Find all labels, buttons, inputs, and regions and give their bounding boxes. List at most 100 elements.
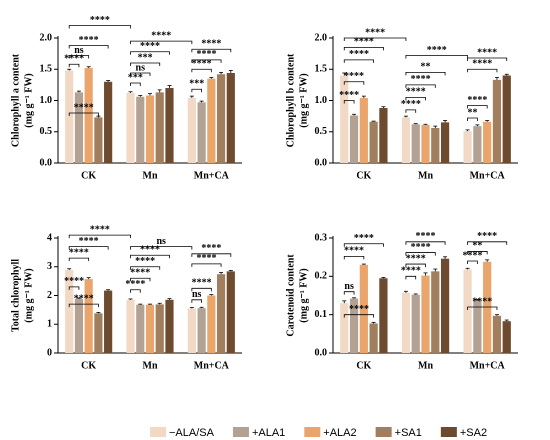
- significance-label: ****: [90, 15, 110, 26]
- bar: [155, 304, 164, 353]
- x-tick-label: Mn: [418, 170, 433, 181]
- significance-label: ns: [74, 45, 84, 56]
- y-axis-label: Total chlorophyll: [10, 259, 21, 332]
- significance-label: ****: [416, 231, 436, 242]
- bar: [340, 75, 349, 163]
- significance-label: ****: [411, 74, 431, 85]
- bar: [84, 279, 93, 353]
- y-tick-label: 4: [47, 232, 52, 243]
- significance-bracket: [68, 63, 80, 68]
- bar: [379, 108, 388, 163]
- significance-label: ****: [64, 54, 84, 65]
- bar: [145, 304, 155, 353]
- bar: [65, 269, 74, 353]
- significance-label: ****: [69, 247, 89, 258]
- bar: [359, 264, 368, 353]
- significance-bracket: [405, 96, 426, 101]
- significance-bracket: [467, 105, 488, 109]
- significance-label: ****: [64, 276, 84, 287]
- x-tick-label: Mn: [418, 360, 433, 371]
- significance-label: ns: [344, 281, 354, 292]
- bar: [207, 295, 216, 353]
- bar: [349, 115, 359, 163]
- legend-label: +ALA1: [252, 427, 285, 439]
- significance-bracket: [405, 109, 417, 113]
- x-tick-label: CK: [356, 170, 371, 181]
- legend-swatch: [375, 427, 392, 437]
- bar: [136, 304, 145, 353]
- bar: [74, 92, 84, 163]
- significance-bracket: [343, 81, 365, 85]
- y-axis-label: (mg g⁻¹ FW): [298, 73, 309, 127]
- significance-bracket: [343, 59, 375, 63]
- bar: [463, 131, 472, 163]
- significance-bracket: [343, 243, 384, 247]
- significance-bracket: [191, 299, 202, 303]
- bar: [473, 300, 482, 353]
- significance-label: ****: [196, 253, 216, 264]
- y-tick-label: 3: [47, 261, 52, 272]
- significance-label: ****: [401, 99, 421, 110]
- bar: [197, 102, 206, 163]
- bar: [369, 121, 378, 163]
- significance-label: ****: [135, 256, 155, 267]
- bar: [463, 269, 472, 353]
- significance-label: ****: [401, 266, 421, 277]
- bar: [94, 313, 103, 353]
- significance-label: ns: [192, 289, 202, 300]
- significance-label: ****: [427, 45, 447, 56]
- bar: [502, 75, 511, 163]
- bar: [431, 128, 440, 163]
- legend-swatch: [150, 427, 166, 437]
- bar: [411, 124, 420, 163]
- significance-bracket: [405, 241, 446, 245]
- significance-label: ****: [74, 102, 94, 113]
- y-tick-label: 0.1: [315, 309, 328, 320]
- significance-bracket: [130, 289, 141, 293]
- y-tick-label: 0.2: [315, 271, 328, 282]
- significance-label: ****: [201, 243, 221, 254]
- bar: [165, 88, 174, 163]
- bar: [155, 92, 164, 163]
- significance-bracket: [467, 251, 488, 255]
- x-tick-label: CK: [81, 360, 96, 371]
- significance-bracket: [343, 100, 355, 104]
- legend-swatch: [440, 427, 457, 437]
- significance-bracket: [191, 287, 212, 292]
- significance-label: ****: [406, 253, 426, 264]
- significance-label: ****: [151, 30, 171, 41]
- bar: [65, 70, 74, 163]
- bar: [104, 290, 113, 353]
- bar: [197, 308, 206, 353]
- significance-bracket: [467, 306, 498, 310]
- significance-bracket: [191, 253, 232, 257]
- significance-label: ****: [365, 27, 385, 38]
- significance-label: ****: [79, 236, 99, 247]
- significance-bracket: [467, 260, 478, 264]
- significance-label: ***: [128, 72, 143, 83]
- x-tick-label: CK: [81, 170, 96, 181]
- significance-bracket: [68, 286, 80, 290]
- y-axis-label: (mg g⁻¹ FW): [23, 73, 34, 127]
- bar: [379, 278, 388, 353]
- bar: [145, 95, 155, 163]
- x-tick-label: Mn+CA: [194, 360, 230, 371]
- significance-label: ****: [344, 246, 364, 257]
- bar: [84, 68, 93, 163]
- significance-label: ****: [79, 35, 99, 46]
- legend-swatch: [304, 427, 321, 437]
- significance-bracket: [467, 117, 478, 121]
- significance-bracket: [130, 246, 193, 250]
- bar: [440, 122, 450, 163]
- significance-label: ****: [411, 242, 431, 253]
- significance-label: ****: [125, 279, 145, 290]
- significance-label: **: [467, 107, 477, 118]
- significance-bracket: [405, 263, 426, 268]
- y-tick-label: 2.0: [315, 32, 328, 43]
- legend-label: +SA2: [460, 427, 487, 439]
- significance-bracket: [130, 62, 161, 66]
- significance-bracket: [405, 55, 468, 59]
- y-tick-label: 0.0: [315, 157, 328, 168]
- bar: [492, 315, 502, 353]
- significance-bracket: [343, 46, 384, 51]
